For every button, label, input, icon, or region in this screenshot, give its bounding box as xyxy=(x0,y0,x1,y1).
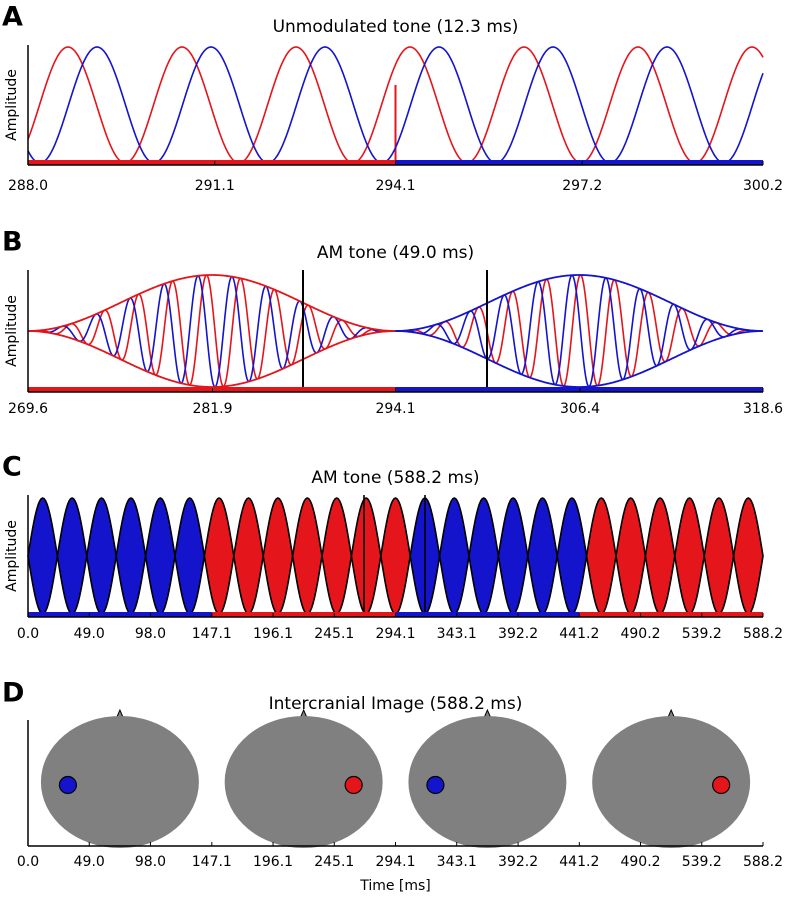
x-tick-label: 490.2 xyxy=(620,626,660,642)
source-dot xyxy=(58,775,78,795)
lobe xyxy=(203,497,235,615)
stimulus-bar xyxy=(579,612,763,617)
x-tick-label: 588.2 xyxy=(743,854,783,870)
x-tick-label: 98.0 xyxy=(135,626,166,642)
source-dot xyxy=(426,775,445,795)
lobe xyxy=(438,497,470,615)
x-tick-label: 294.1 xyxy=(375,178,415,194)
x-tick-label: 539.2 xyxy=(682,626,722,642)
stimulus-bar xyxy=(28,160,396,165)
lobe xyxy=(56,497,88,615)
lobe xyxy=(262,497,294,615)
x-tick-label: 588.2 xyxy=(743,626,783,642)
waveform xyxy=(27,46,764,164)
lobe xyxy=(732,497,764,615)
chart-title: AM tone (49.0 ms) xyxy=(317,243,474,263)
panel-letter: D xyxy=(2,678,24,709)
lobe xyxy=(497,497,529,615)
y-axis-label: Amplitude xyxy=(4,295,20,367)
x-tick-label: 269.6 xyxy=(8,401,48,417)
panel-letter: C xyxy=(2,452,22,483)
x-tick-label: 0.0 xyxy=(17,854,39,870)
head xyxy=(408,716,567,848)
lobe xyxy=(350,497,382,615)
x-tick-label: 98.0 xyxy=(135,854,166,870)
x-tick-label: 343.1 xyxy=(437,626,477,642)
x-tick-label: 147.1 xyxy=(192,854,232,870)
chart-title: AM tone (588.2 ms) xyxy=(311,468,479,488)
stimulus-bar xyxy=(28,387,396,392)
x-tick-label: 294.1 xyxy=(375,626,415,642)
x-tick-label: 297.2 xyxy=(562,178,602,194)
lobe xyxy=(174,497,206,615)
lobe xyxy=(232,497,265,615)
x-tick-label: 306.4 xyxy=(560,401,600,417)
x-tick-label: 245.1 xyxy=(314,626,354,642)
source-dot xyxy=(344,775,363,795)
x-tick-label: 49.0 xyxy=(74,854,105,870)
x-tick-label: 196.1 xyxy=(253,626,293,642)
lobe xyxy=(468,497,500,615)
head xyxy=(592,716,751,848)
lobe xyxy=(673,497,706,615)
lobe xyxy=(85,497,118,615)
envelope xyxy=(395,330,763,388)
x-tick-label: 392.2 xyxy=(498,626,538,642)
x-tick-label: 245.1 xyxy=(314,854,354,870)
x-tick-label: 294.1 xyxy=(375,401,415,417)
lobe xyxy=(585,497,617,615)
x-tick-label: 441.2 xyxy=(559,626,599,642)
x-tick-label: 392.2 xyxy=(498,854,538,870)
head xyxy=(224,716,383,848)
head xyxy=(40,716,199,848)
lobe xyxy=(321,497,353,615)
stimulus-bar xyxy=(395,387,763,392)
lobe xyxy=(379,497,412,615)
lobe xyxy=(615,497,647,615)
x-tick-label: 281.9 xyxy=(192,401,232,417)
x-tick-label: 318.6 xyxy=(743,401,783,417)
x-tick-label: 288.0 xyxy=(8,178,48,194)
x-tick-label: 343.1 xyxy=(437,854,477,870)
x-tick-label: 291.1 xyxy=(195,178,235,194)
lobe xyxy=(291,497,323,615)
x-tick-label: 147.1 xyxy=(192,626,232,642)
envelope xyxy=(28,274,396,332)
stimulus-bar xyxy=(395,612,580,617)
x-tick-label: 294.1 xyxy=(375,854,415,870)
chart-title: Intercranial Image (588.2 ms) xyxy=(269,694,523,714)
lobe xyxy=(115,497,147,615)
lobe xyxy=(644,497,676,615)
x-tick-label: 539.2 xyxy=(682,854,722,870)
lobe xyxy=(27,497,59,615)
x-tick-label: 300.2 xyxy=(743,178,783,194)
lobe xyxy=(556,497,588,615)
stimulus-bar xyxy=(395,160,763,165)
x-tick-label: 49.0 xyxy=(74,626,105,642)
y-axis-label: Amplitude xyxy=(4,69,20,141)
y-axis-label: Amplitude xyxy=(4,520,20,592)
x-axis-label: Time [ms] xyxy=(359,878,431,894)
lobe xyxy=(144,497,176,615)
x-tick-label: 441.2 xyxy=(559,854,599,870)
x-tick-label: 0.0 xyxy=(17,626,39,642)
stimulus-bar xyxy=(28,612,212,617)
envelope xyxy=(395,274,763,332)
x-tick-label: 196.1 xyxy=(253,854,293,870)
source-dot xyxy=(712,775,731,795)
chart-title: Unmodulated tone (12.3 ms) xyxy=(273,17,519,37)
lobe xyxy=(703,497,735,615)
stimulus-bar xyxy=(211,612,396,617)
x-tick-label: 490.2 xyxy=(620,854,660,870)
panel-letter: B xyxy=(2,227,23,258)
lobe xyxy=(526,497,559,615)
panel-letter: A xyxy=(2,2,23,33)
